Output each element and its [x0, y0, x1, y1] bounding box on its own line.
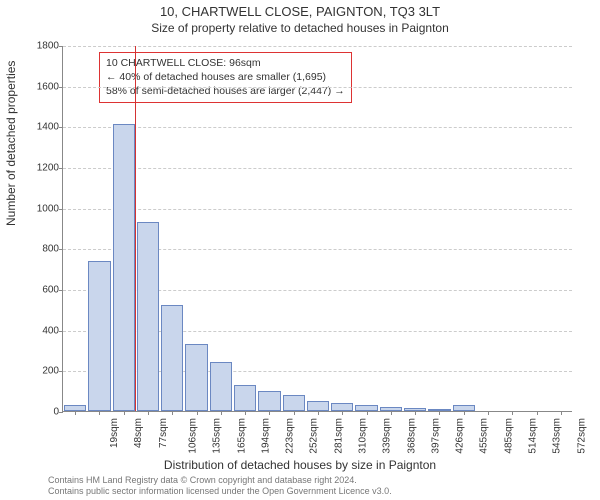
y-tick-label: 1000 [23, 203, 59, 214]
x-tick-label: 543sqm [552, 418, 563, 454]
x-tick-mark [342, 411, 343, 415]
y-tick-mark [59, 87, 63, 88]
y-tick-mark [59, 331, 63, 332]
gridline [63, 87, 572, 88]
gridline [63, 127, 572, 128]
annotation-box: 10 CHARTWELL CLOSE: 96sqm ← 40% of detac… [99, 52, 352, 103]
x-tick-mark [75, 411, 76, 415]
histogram-bar [113, 124, 135, 411]
y-tick-mark [59, 371, 63, 372]
attribution-line-2: Contains public sector information licen… [48, 486, 392, 497]
histogram-bar [283, 395, 305, 411]
reference-line [135, 46, 136, 411]
x-tick-mark [512, 411, 513, 415]
attribution-line-1: Contains HM Land Registry data © Crown c… [48, 475, 392, 486]
gridline [63, 168, 572, 169]
x-tick-mark [294, 411, 295, 415]
x-tick-label: 135sqm [212, 418, 223, 454]
x-tick-label: 252sqm [309, 418, 320, 454]
x-tick-label: 368sqm [406, 418, 417, 454]
x-tick-mark [197, 411, 198, 415]
x-tick-label: 339sqm [382, 418, 393, 454]
histogram-bar [307, 401, 329, 411]
chart-subtitle: Size of property relative to detached ho… [0, 21, 600, 35]
x-tick-label: 223sqm [285, 418, 296, 454]
x-tick-mark [148, 411, 149, 415]
x-axis-label: Distribution of detached houses by size … [0, 458, 600, 472]
x-tick-label: 455sqm [479, 418, 490, 454]
x-tick-mark [245, 411, 246, 415]
x-tick-label: 194sqm [260, 418, 271, 454]
x-tick-mark [464, 411, 465, 415]
y-tick-label: 800 [23, 244, 59, 255]
y-tick-mark [59, 290, 63, 291]
x-tick-label: 106sqm [188, 418, 199, 454]
x-tick-mark [318, 411, 319, 415]
x-tick-mark [561, 411, 562, 415]
y-tick-label: 400 [23, 325, 59, 336]
x-tick-mark [269, 411, 270, 415]
x-tick-mark [391, 411, 392, 415]
x-tick-label: 48sqm [133, 418, 144, 448]
histogram-bar [161, 305, 183, 411]
y-tick-label: 1200 [23, 163, 59, 174]
x-tick-mark [488, 411, 489, 415]
y-tick-mark [59, 127, 63, 128]
x-tick-label: 426sqm [455, 418, 466, 454]
y-tick-mark [59, 209, 63, 210]
gridline [63, 209, 572, 210]
histogram-bar [88, 261, 110, 411]
x-tick-label: 19sqm [109, 418, 120, 448]
x-tick-mark [537, 411, 538, 415]
histogram-bar [234, 385, 256, 411]
chart-title: 10, CHARTWELL CLOSE, PAIGNTON, TQ3 3LT [0, 4, 600, 19]
x-tick-mark [415, 411, 416, 415]
annotation-line-1: 10 CHARTWELL CLOSE: 96sqm [106, 56, 345, 70]
plot-area: 10 CHARTWELL CLOSE: 96sqm ← 40% of detac… [62, 46, 572, 412]
x-tick-label: 514sqm [528, 418, 539, 454]
y-tick-mark [59, 249, 63, 250]
x-tick-mark [172, 411, 173, 415]
x-tick-mark [367, 411, 368, 415]
x-tick-mark [221, 411, 222, 415]
histogram-bar [137, 222, 159, 411]
x-tick-mark [99, 411, 100, 415]
annotation-line-2: ← 40% of detached houses are smaller (1,… [106, 70, 345, 84]
y-tick-label: 0 [23, 407, 59, 418]
y-tick-mark [59, 46, 63, 47]
histogram-bar [210, 362, 232, 411]
x-tick-label: 77sqm [158, 418, 169, 448]
histogram-bar [331, 403, 353, 411]
y-tick-mark [59, 168, 63, 169]
y-tick-label: 600 [23, 285, 59, 296]
chart-container: 10, CHARTWELL CLOSE, PAIGNTON, TQ3 3LT S… [0, 0, 600, 500]
x-tick-mark [124, 411, 125, 415]
x-tick-mark [439, 411, 440, 415]
gridline [63, 46, 572, 47]
y-tick-label: 1800 [23, 41, 59, 52]
x-tick-label: 165sqm [236, 418, 247, 454]
x-tick-label: 485sqm [503, 418, 514, 454]
x-tick-label: 572sqm [576, 418, 587, 454]
attribution: Contains HM Land Registry data © Crown c… [48, 475, 392, 498]
y-tick-label: 1400 [23, 122, 59, 133]
histogram-bar [258, 391, 280, 411]
x-tick-label: 397sqm [430, 418, 441, 454]
y-tick-label: 200 [23, 366, 59, 377]
x-tick-label: 310sqm [358, 418, 369, 454]
y-tick-mark [59, 412, 63, 413]
x-tick-label: 281sqm [333, 418, 344, 454]
histogram-bar [185, 344, 207, 411]
y-axis-label: Number of detached properties [4, 61, 18, 226]
y-tick-label: 1600 [23, 81, 59, 92]
